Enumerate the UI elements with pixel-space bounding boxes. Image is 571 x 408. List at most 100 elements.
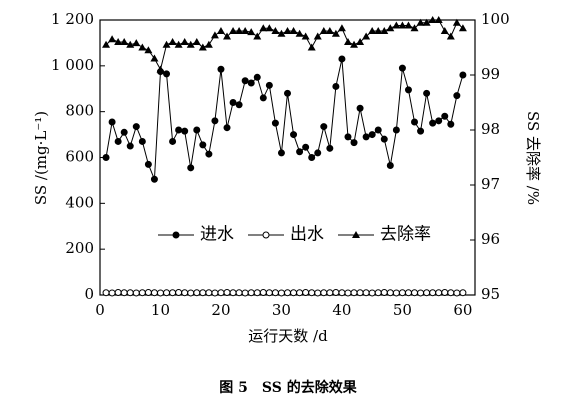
marker bbox=[156, 65, 165, 73]
marker bbox=[271, 27, 280, 34]
y2-tick-label: 99 bbox=[481, 65, 500, 83]
marker bbox=[180, 38, 189, 45]
marker bbox=[199, 141, 207, 149]
marker bbox=[126, 40, 135, 48]
marker bbox=[211, 117, 219, 125]
marker bbox=[380, 135, 388, 143]
marker bbox=[114, 288, 122, 296]
marker bbox=[392, 126, 400, 134]
marker bbox=[132, 289, 140, 297]
marker bbox=[356, 289, 364, 297]
marker bbox=[108, 35, 117, 43]
marker bbox=[344, 289, 352, 297]
marker bbox=[108, 289, 116, 297]
legend-label: 进水 bbox=[200, 225, 234, 245]
marker bbox=[247, 28, 256, 36]
marker bbox=[187, 289, 195, 297]
marker bbox=[120, 128, 128, 136]
legend-label: 出水 bbox=[290, 225, 324, 245]
marker bbox=[392, 289, 400, 297]
marker bbox=[441, 112, 449, 120]
marker bbox=[283, 27, 292, 34]
marker bbox=[295, 29, 304, 37]
marker bbox=[338, 55, 346, 63]
marker bbox=[290, 289, 298, 297]
marker bbox=[434, 16, 443, 23]
marker bbox=[296, 289, 304, 297]
marker bbox=[241, 27, 250, 34]
marker bbox=[126, 142, 134, 150]
marker bbox=[331, 29, 340, 37]
y-tick-label: 0 bbox=[84, 285, 94, 303]
marker bbox=[453, 289, 461, 297]
marker bbox=[362, 289, 370, 297]
marker bbox=[290, 131, 298, 139]
marker bbox=[247, 79, 255, 87]
marker bbox=[265, 289, 273, 297]
marker bbox=[223, 288, 231, 296]
marker bbox=[216, 27, 225, 34]
marker bbox=[284, 89, 291, 97]
marker bbox=[192, 38, 201, 45]
marker bbox=[398, 289, 406, 297]
marker bbox=[138, 43, 147, 51]
marker bbox=[271, 289, 279, 297]
marker bbox=[181, 127, 189, 135]
x-tick-label: 30 bbox=[272, 301, 291, 319]
marker bbox=[458, 24, 467, 32]
marker bbox=[313, 32, 322, 40]
marker bbox=[337, 24, 346, 32]
marker bbox=[343, 38, 352, 45]
marker bbox=[150, 54, 159, 62]
y-tick-label: 400 bbox=[65, 193, 94, 211]
marker bbox=[205, 289, 213, 297]
x-tick-label: 20 bbox=[211, 301, 230, 319]
marker bbox=[446, 32, 455, 40]
marker bbox=[114, 137, 122, 145]
marker bbox=[416, 18, 425, 26]
marker bbox=[253, 73, 261, 81]
marker bbox=[102, 154, 110, 161]
marker bbox=[447, 120, 455, 128]
marker bbox=[211, 289, 219, 297]
marker bbox=[277, 149, 285, 157]
marker bbox=[284, 289, 291, 297]
marker bbox=[374, 289, 382, 297]
marker bbox=[428, 16, 437, 23]
marker bbox=[229, 27, 238, 34]
marker bbox=[380, 288, 388, 296]
marker bbox=[350, 289, 358, 297]
marker bbox=[259, 24, 268, 32]
marker bbox=[150, 289, 158, 297]
y2-tick-label: 96 bbox=[481, 230, 500, 248]
y-axis-label: SS /(mg·L⁻¹) bbox=[32, 111, 50, 205]
marker bbox=[126, 289, 134, 297]
x-axis-label: 运行天数 /d bbox=[248, 327, 328, 345]
marker bbox=[374, 126, 382, 134]
marker bbox=[338, 289, 346, 297]
marker bbox=[332, 288, 340, 296]
marker bbox=[368, 27, 377, 34]
marker bbox=[344, 133, 352, 141]
marker bbox=[217, 65, 225, 73]
marker bbox=[417, 127, 425, 135]
x-tick-label: 0 bbox=[95, 301, 105, 319]
marker bbox=[169, 137, 177, 145]
marker bbox=[356, 104, 364, 112]
x-tick-label: 60 bbox=[453, 301, 472, 319]
legend-marker bbox=[352, 231, 360, 238]
marker bbox=[301, 32, 310, 40]
marker bbox=[308, 154, 316, 161]
x-tick-label: 10 bbox=[151, 301, 170, 319]
marker bbox=[404, 21, 413, 29]
marker bbox=[302, 288, 310, 296]
marker bbox=[187, 164, 195, 172]
y2-tick-label: 95 bbox=[481, 285, 500, 303]
marker bbox=[223, 32, 232, 40]
marker bbox=[163, 289, 171, 297]
marker bbox=[259, 94, 267, 102]
marker bbox=[199, 289, 207, 297]
marker bbox=[277, 289, 285, 297]
marker bbox=[235, 27, 244, 34]
